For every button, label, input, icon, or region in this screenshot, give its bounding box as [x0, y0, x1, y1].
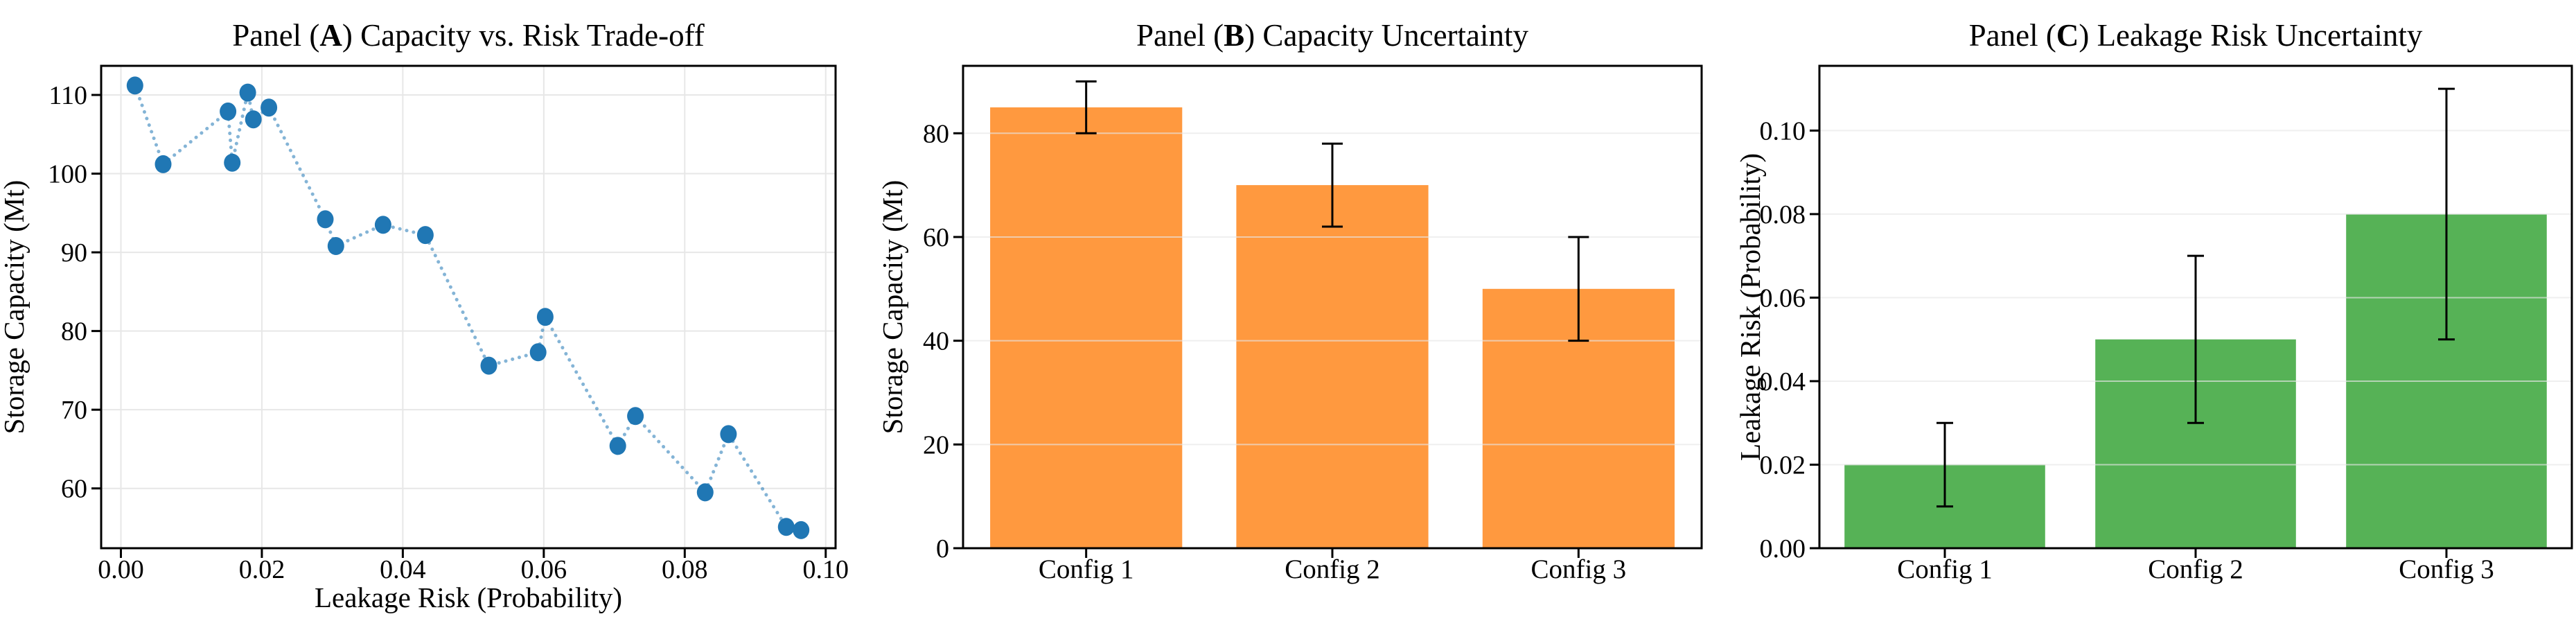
- panel-a-data-point: [245, 110, 262, 129]
- panel-a-xtick-label: 0.04: [380, 555, 426, 584]
- panel-b-xtick-label: Config 1: [1039, 554, 1134, 584]
- panel-a-data-point: [220, 102, 237, 121]
- panel-c-ytick-label: 0.08: [1760, 200, 1806, 229]
- panel-c-ytick-label: 0.04: [1760, 367, 1806, 396]
- panel-c-ticks: [1810, 129, 2448, 558]
- panel-a-ytick-label: 80: [61, 317, 87, 347]
- panel-a-scatter-chart: 0.00 0.02 0.04 0.06 0.08 0.10 60 70 80 90 100 110 St…: [0, 0, 859, 639]
- panel-a-xtick-label: 0.08: [662, 555, 708, 584]
- panel-a-gridlines: [101, 66, 836, 548]
- panel-b-title: Panel (B) Capacity Uncertainty: [1136, 18, 1529, 53]
- panel-a-ylabel: Storage Capacity (Mt): [0, 180, 30, 435]
- panel-c-ytick-labels: 0.00 0.02 0.04 0.06 0.08 0.10: [1760, 116, 1806, 563]
- panel-b-bars: [990, 107, 1675, 549]
- panel-a-data-point: [609, 437, 626, 455]
- panel-a-spines: [100, 64, 837, 550]
- panel-b-xtick-label: Config 2: [1285, 554, 1380, 584]
- panel-a-data-point: [627, 407, 644, 426]
- panel-a-ytick-labels: 60 70 80 90 100 110: [48, 81, 87, 504]
- panel-c-ytick-label: 0.02: [1760, 450, 1806, 480]
- panel-a-xlabel: Leakage Risk (Probability): [315, 581, 622, 613]
- panel-c-xtick-label: Config 1: [1897, 554, 1993, 584]
- panel-a-data-point: [327, 237, 344, 255]
- panel-a-ytick-label: 70: [61, 396, 87, 425]
- panel-a-data-point: [793, 520, 810, 539]
- panel-c-title: Panel (C) Leakage Risk Uncertainty: [1969, 18, 2423, 53]
- panel-a-data-point: [720, 425, 737, 444]
- panel-a-ytick-label: 90: [61, 238, 87, 268]
- panel-b-bar-chart: Config 1 Config 2 Config 3 0 20 40 60 80 Storage…: [859, 0, 1718, 639]
- panel-a-ticks: [91, 94, 827, 558]
- panel-c-ytick-label: 0.10: [1760, 116, 1806, 146]
- panel-b-ytick-label: 20: [923, 430, 949, 459]
- panel-a-data-point: [529, 343, 547, 362]
- panel-a-data-point: [480, 356, 497, 375]
- panel-a-xtick-label: 0.00: [98, 555, 144, 584]
- panel-a-ytick-label: 110: [48, 81, 87, 110]
- panel-a-data-point: [696, 483, 714, 502]
- panel-a-xtick-label: 0.10: [803, 555, 849, 584]
- panel-a-data-point: [317, 210, 334, 229]
- panel-c-xtick-label: Config 3: [2399, 554, 2494, 584]
- panel-b-ytick-label: 0: [936, 534, 949, 563]
- panel-a-series-line: [133, 83, 803, 532]
- panel-a-xtick-label: 0.06: [521, 555, 567, 584]
- panel-a-xtick-labels: 0.00 0.02 0.04 0.06 0.08 0.10: [98, 555, 849, 584]
- bar-config-1: [990, 107, 1183, 548]
- panel-a-data-point: [126, 76, 143, 95]
- panel-a-data-point: [374, 216, 391, 234]
- panel-a-data-point: [224, 153, 241, 172]
- panel-c-bar-chart: Config 1 Config 2 Config 3 0.00 0.02 0.04 0.06…: [1718, 0, 2576, 639]
- panel-b-ticks: [953, 132, 1580, 558]
- panel-a-data-point: [239, 83, 256, 102]
- panel-c-ylabel: Leakage Risk (Probability): [1734, 153, 1766, 461]
- panel-a-ytick-label: 60: [61, 475, 87, 504]
- bar-config-2: [1236, 185, 1429, 549]
- panel-a-xtick-label: 0.02: [239, 555, 285, 584]
- panel-b-xtick-label: Config 3: [1531, 554, 1627, 584]
- panel-a-title: Panel (A) Capacity vs. Risk Trade-off: [232, 18, 705, 53]
- panel-c-ytick-label: 0.06: [1760, 283, 1806, 313]
- panel-a-line-group: [133, 83, 803, 532]
- panel-b-ytick-label: 60: [923, 223, 949, 252]
- panel-a-data-point: [416, 226, 434, 245]
- panel-c-xtick-label: Config 2: [2148, 554, 2243, 584]
- panel-a-data-point: [777, 518, 795, 536]
- panel-b-ylabel: Storage Capacity (Mt): [876, 180, 908, 435]
- panel-a-data-point: [536, 308, 554, 326]
- panel-c-xtick-labels: Config 1 Config 2 Config 3: [1897, 554, 2494, 584]
- panel-b-ytick-label: 80: [923, 119, 949, 148]
- panel-b-ytick-labels: 0 20 40 60 80: [923, 119, 949, 563]
- panel-a-data-point: [155, 155, 172, 173]
- panel-a-markers: [126, 76, 810, 539]
- panel-b-error-bars: [1075, 80, 1589, 342]
- panel-a-data-point: [261, 98, 278, 117]
- panel-a-ytick-label: 100: [48, 160, 87, 189]
- panel-b-ytick-label: 40: [923, 327, 949, 356]
- panel-b-xtick-labels: Config 1 Config 2 Config 3: [1039, 554, 1626, 584]
- panel-c-ytick-label: 0.00: [1760, 534, 1806, 563]
- panel-c-error-bars: [1937, 87, 2455, 508]
- panel-a-plot-border: [100, 64, 837, 550]
